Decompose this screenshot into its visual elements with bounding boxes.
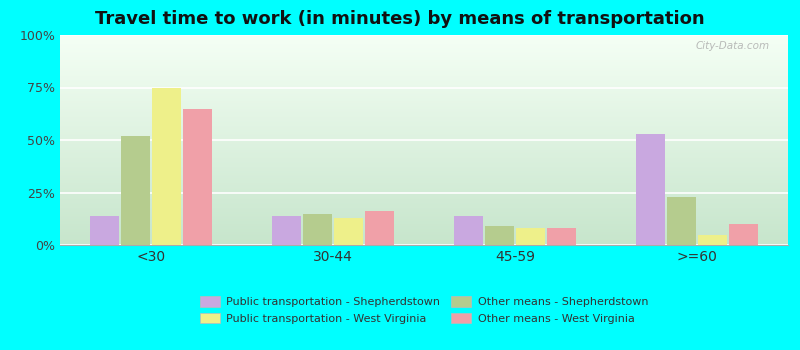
Text: City-Data.com: City-Data.com (696, 41, 770, 51)
Bar (365, 211, 394, 245)
Bar (152, 88, 181, 245)
Bar (636, 134, 665, 245)
Bar (121, 136, 150, 245)
Bar (90, 216, 119, 245)
Bar (667, 197, 696, 245)
Bar (334, 218, 363, 245)
Bar (272, 216, 301, 245)
Bar (454, 216, 483, 245)
Bar (729, 224, 758, 245)
Bar (516, 228, 545, 245)
Bar (485, 226, 514, 245)
Bar (547, 228, 576, 245)
Bar (698, 234, 727, 245)
Bar (183, 108, 212, 245)
Bar (303, 214, 332, 245)
Legend: Public transportation - Shepherdstown, Public transportation - West Virginia, Ot: Public transportation - Shepherdstown, P… (196, 293, 652, 327)
Text: Travel time to work (in minutes) by means of transportation: Travel time to work (in minutes) by mean… (95, 10, 705, 28)
